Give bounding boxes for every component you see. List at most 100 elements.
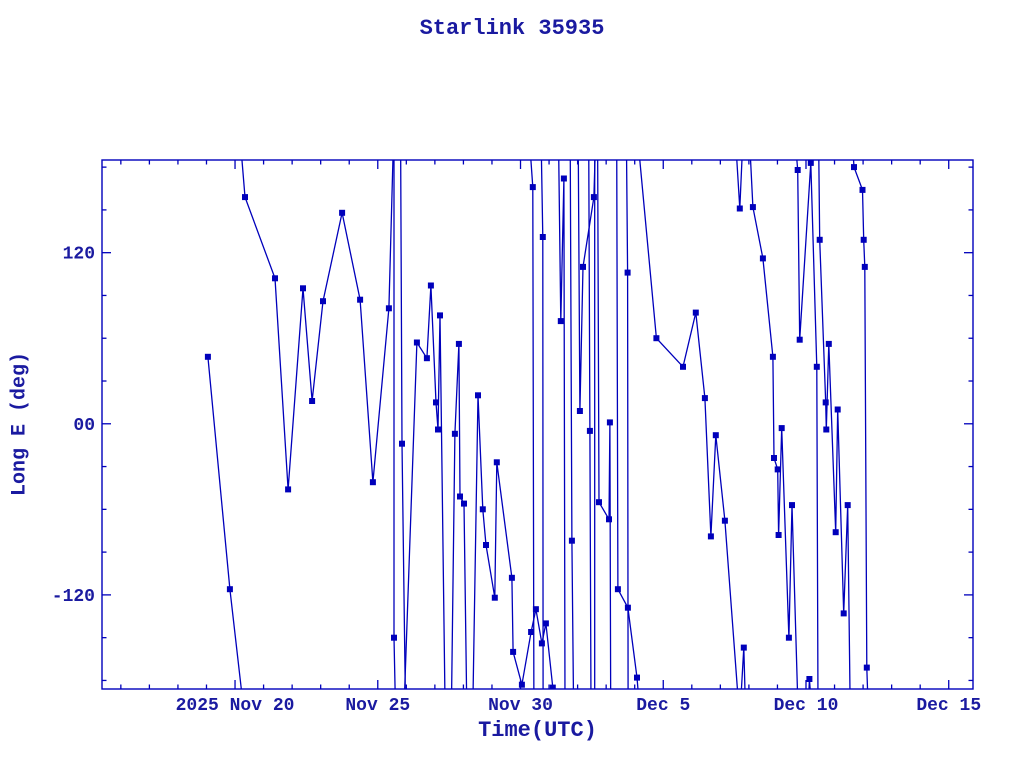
data-point-marker [528, 629, 535, 635]
data-point-marker [433, 399, 439, 406]
y-tick-label-2: -120 [52, 587, 95, 607]
data-point-marker [785, 634, 792, 641]
data-point-marker [300, 285, 306, 292]
y-tick-label-0: 120 [63, 245, 95, 265]
data-point-marker [586, 427, 593, 434]
data-point-marker [391, 634, 397, 641]
data-point-marker [759, 255, 766, 262]
data-point-marker [749, 204, 756, 211]
data-point-marker [437, 312, 443, 319]
data-point-marker [634, 674, 640, 681]
data-point-marker [399, 440, 405, 447]
data-point-marker [778, 425, 785, 432]
data-point-marker [614, 586, 621, 593]
data-point-marker [320, 298, 326, 305]
series-line-seg-02 [241, 160, 394, 490]
data-point-marker [859, 186, 866, 193]
data-point-marker [339, 209, 346, 216]
data-point-marker [510, 648, 517, 655]
data-point-marker [226, 586, 233, 593]
data-point-marker [816, 236, 823, 243]
data-point-marker [844, 502, 851, 509]
data-point-marker [796, 336, 803, 343]
data-point-marker [518, 681, 525, 688]
data-point-marker [806, 676, 813, 682]
data-point-marker [539, 234, 546, 240]
series-line-seg-12 [577, 160, 596, 412]
series-line-seg-09 [540, 160, 544, 689]
data-point-marker [357, 296, 364, 303]
data-point-marker [624, 269, 631, 276]
data-point-marker [576, 408, 583, 414]
data-point-marker [455, 340, 462, 347]
data-point-marker [538, 640, 545, 647]
data-point-marker [736, 205, 743, 212]
x-axis-label: Time(UTC) [478, 718, 597, 743]
data-point-marker [712, 432, 719, 439]
data-point-marker [794, 167, 801, 173]
series-line-seg-06 [451, 343, 468, 689]
data-point-marker [475, 392, 481, 399]
data-point-marker [542, 620, 549, 627]
data-point-marker [529, 184, 536, 191]
series-line-seg-08 [530, 160, 535, 689]
data-point-marker [508, 574, 515, 581]
series-line-seg-24 [818, 160, 851, 689]
data-point-marker [385, 305, 392, 312]
data-point-marker [568, 537, 575, 544]
data-point-marker [596, 499, 602, 506]
data-point-marker [825, 340, 832, 347]
x-tick-label-1: Nov 25 [345, 696, 410, 716]
data-point-marker [823, 426, 830, 433]
data-point-marker [427, 282, 434, 289]
data-point-marker [863, 664, 870, 671]
x-tick-label-4: Dec 10 [774, 696, 839, 716]
data-point-marker [851, 164, 857, 171]
data-point-marker [822, 399, 829, 406]
data-point-marker [369, 479, 376, 486]
data-point-marker [479, 506, 486, 513]
data-point-marker [451, 430, 458, 437]
data-point-marker [860, 236, 867, 243]
data-point-marker [557, 318, 564, 325]
data-series-group [204, 160, 870, 689]
data-point-marker [435, 426, 441, 433]
data-point-marker [813, 363, 820, 370]
data-point-marker [771, 455, 777, 461]
data-point-marker [461, 500, 467, 507]
data-point-marker [701, 395, 708, 402]
data-point-marker [832, 529, 839, 536]
x-tick-label-5: Dec 15 [916, 696, 981, 716]
x-tick-label-0: 2025 Nov 20 [176, 696, 295, 716]
data-point-marker [834, 406, 841, 413]
data-point-marker [775, 532, 782, 538]
data-point-marker [840, 610, 847, 617]
series-line-seg-05 [404, 285, 446, 689]
series-line-seg-03 [393, 160, 396, 689]
series-line-seg-10 [558, 160, 566, 689]
data-point-marker [309, 398, 316, 404]
series-line-seg-07 [472, 395, 554, 689]
data-point-marker [606, 516, 612, 523]
data-point-marker [692, 309, 699, 316]
series-line-seg-04 [400, 160, 406, 689]
series-line-seg-18 [639, 160, 739, 689]
data-point-marker [413, 339, 420, 346]
data-point-marker [774, 466, 781, 473]
y-tick-label-1: 00 [73, 416, 95, 436]
series-line-seg-11 [569, 160, 575, 689]
data-point-marker [580, 263, 586, 270]
data-point-marker [769, 353, 776, 360]
data-point-marker [590, 194, 597, 201]
data-point-marker [707, 533, 714, 540]
series-line-seg-16 [625, 160, 629, 689]
series-line-seg-19 [740, 647, 746, 689]
series-line-seg-22 [796, 160, 819, 689]
chart-title: Starlink 35935 [419, 16, 605, 41]
data-point-marker [242, 194, 248, 201]
data-point-marker [807, 160, 814, 166]
data-point-marker [483, 542, 489, 548]
data-point-marker [861, 263, 868, 270]
series-line-seg-20 [736, 160, 743, 209]
